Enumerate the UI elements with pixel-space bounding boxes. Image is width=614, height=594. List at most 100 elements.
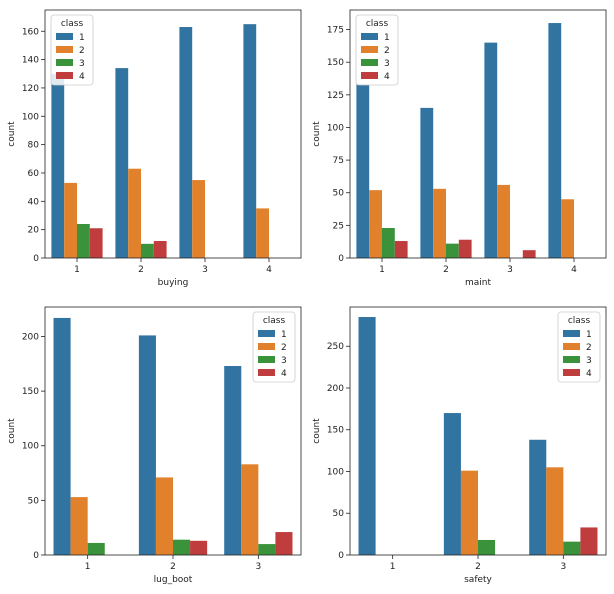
legend-swatch-class3 [361,59,378,66]
bar-safety-cat3-class4 [580,527,598,555]
bar-maint-cat2-class2 [433,188,446,258]
bar-maint-cat3-class4 [522,250,536,258]
bar-buying-cat2-class2 [128,168,141,258]
legend-swatch-class2 [563,343,580,350]
legend-swatch-class3 [56,59,73,66]
y-axis-label: count [7,418,17,444]
bar-lug_boot-cat3-class3 [258,544,276,555]
x-tick-label: 4 [266,265,272,275]
y-axis-label: count [312,418,322,444]
bar-buying-cat3-class2 [192,180,205,258]
legend-swatch-class4 [56,72,73,79]
y-tick-label: 200 [22,332,39,342]
y-tick-label: 250 [327,342,344,352]
x-tick-label: 2 [170,562,176,572]
legend-label-class1: 1 [79,33,85,43]
y-axis-label: count [7,121,17,147]
legend-swatch-class1 [563,330,580,337]
legend-label-class3: 3 [384,59,390,69]
bar-safety-cat3-class3 [563,541,581,555]
legend-label-class2: 2 [79,46,85,56]
y-tick-label: 50 [333,509,345,519]
y-tick-label: 100 [327,123,344,133]
bar-buying-cat1-class2 [64,182,77,258]
bar-safety-cat2-class2 [460,470,478,555]
chart-panel-safety: 0 50 100 150 200 250 1 2 3 safety count class 1 2 3 4 [312,306,607,585]
x-tick-label: 3 [560,562,566,572]
bar-maint-cat2-class1 [420,107,434,258]
bar-safety-cat3-class1 [529,439,547,555]
y-tick-label: 150 [327,426,344,436]
legend-label-class3: 3 [281,356,287,366]
bar-maint-cat4-class2 [561,199,574,258]
legend-title: class [366,19,389,29]
legend-title: class [61,19,84,29]
bar-maint-cat3-class1 [484,42,498,258]
bar-buying-cat2-class4 [153,240,167,258]
y-tick-label: 50 [28,496,40,506]
y-tick-label: 0 [33,254,39,264]
y-tick-label: 20 [28,226,40,236]
x-tick-label: 4 [571,265,577,275]
y-tick-label: 175 [327,26,344,36]
legend-swatch-class2 [56,46,73,53]
bar-lug_boot-cat2-class4 [190,540,208,555]
y-tick-label: 0 [33,551,39,561]
chart-panel-buying: 0 20 40 60 80 100 120 140 160 1 2 3 4 buying count clas… [7,9,302,288]
x-axis-label: buying [158,278,189,288]
legend-label-class1: 1 [586,330,592,340]
legend-label-class3: 3 [586,356,592,366]
y-tick-label: 25 [333,221,344,231]
y-tick-label: 200 [327,384,344,394]
axes-frame [349,9,607,259]
bar-maint-cat1-class3 [382,227,395,258]
chart-panel-maint: 0 25 50 75 100 125 150 175 1 2 3 4 maint count class 1 2… [312,9,607,288]
chart-panel-lug_boot: 0 50 100 150 200 1 2 3 lug_boot count class 1 2 3 4 [7,306,302,585]
legend-swatch-class1 [258,330,275,337]
legend-label-class4: 4 [384,72,390,82]
bar-buying-cat4-class1 [243,24,257,259]
bar-safety-cat2-class1 [443,413,461,555]
bar-maint-cat4-class1 [548,23,562,258]
x-axis-label: lug_boot [154,575,193,585]
y-tick-label: 100 [22,112,39,122]
bar-maint-cat1-class1 [356,84,370,259]
bar-buying-cat1-class1 [51,73,65,259]
legend-label-class4: 4 [79,72,85,82]
bar-buying-cat2-class1 [115,68,129,258]
legend-label-class4: 4 [586,369,592,379]
x-tick-label: 2 [443,265,449,275]
bar-maint-cat1-class2 [369,190,382,258]
y-tick-label: 150 [327,58,344,68]
y-axis-label: count [312,121,322,147]
legend-swatch-class2 [258,343,275,350]
y-tick-label: 0 [338,551,344,561]
x-tick-label: 1 [390,562,396,572]
bar-buying-cat1-class3 [77,223,90,258]
y-tick-label: 50 [333,189,345,199]
legend-label-class2: 2 [281,343,287,353]
legend-title: class [263,316,286,326]
axes-frame [44,9,302,259]
y-tick-label: 120 [22,84,39,94]
bar-buying-cat1-class4 [89,228,103,258]
legend-title: class [568,316,591,326]
x-tick-label: 1 [74,265,80,275]
legend-swatch-class3 [258,356,275,363]
legend-swatch-class4 [258,369,275,376]
legend-swatch-class2 [361,46,378,53]
x-tick-label: 3 [255,562,261,572]
y-tick-label: 75 [333,156,344,166]
bar-lug_boot-cat3-class4 [275,532,293,555]
legend-swatch-class3 [563,356,580,363]
y-tick-label: 100 [327,467,344,477]
bar-maint-cat2-class3 [446,243,459,258]
legend-label-class1: 1 [384,33,390,43]
legend: class 1 2 3 4 [355,14,399,86]
legend-swatch-class4 [361,72,378,79]
x-tick-label: 3 [202,265,208,275]
x-tick-label: 3 [507,265,513,275]
bar-lug_boot-cat2-class1 [138,335,156,555]
